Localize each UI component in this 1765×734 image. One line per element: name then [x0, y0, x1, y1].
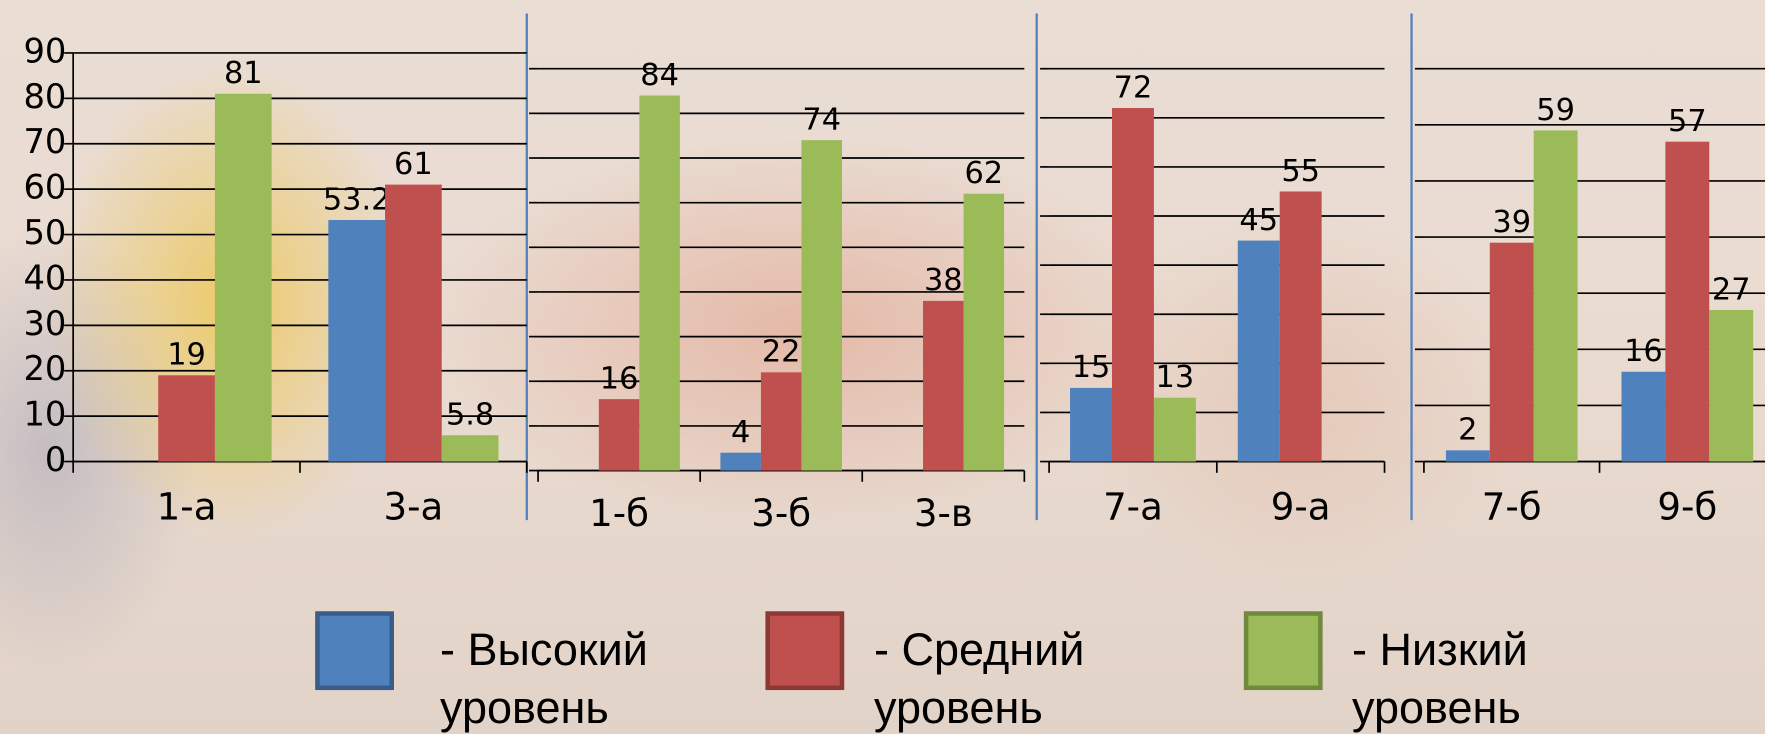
- data-label: 38: [924, 263, 963, 298]
- x-tick-label: 1-б: [589, 492, 649, 535]
- bar: [1280, 191, 1322, 461]
- x-tick-label: 3-в: [914, 492, 973, 535]
- y-tick-label: 40: [23, 258, 66, 297]
- y-tick-label: 60: [23, 168, 66, 207]
- data-label: 16: [600, 361, 639, 396]
- bar: [1621, 372, 1665, 462]
- y-tick-label: 30: [23, 304, 66, 343]
- x-tick-label: 7-а: [1103, 485, 1163, 528]
- data-label: 4: [731, 415, 750, 450]
- legend-label: - Низкий уровень: [1352, 621, 1572, 734]
- bar: [1490, 243, 1534, 462]
- bar: [720, 453, 761, 471]
- y-tick-label: 70: [23, 122, 66, 161]
- x-tick-label: 7-б: [1482, 485, 1542, 528]
- data-label: 13: [1156, 360, 1195, 395]
- data-label: 27: [1712, 272, 1751, 307]
- legend-swatch: [1246, 614, 1320, 688]
- bar: [1112, 108, 1154, 462]
- x-tick-label: 9-а: [1271, 485, 1331, 528]
- data-label: 15: [1072, 350, 1111, 385]
- x-tick-label: 3-б: [751, 492, 811, 535]
- data-label: 2: [1458, 413, 1477, 448]
- data-label: 53.2: [323, 182, 391, 217]
- bar: [328, 220, 385, 462]
- data-label: 72: [1114, 70, 1153, 105]
- y-tick-label: 90: [23, 31, 66, 70]
- x-tick-label: 3-а: [383, 485, 443, 528]
- bar: [964, 194, 1005, 471]
- slide: 0 10 20 30 40 50 60 70 80 90 1-а 19 81 3-а 53.261 5.8 1-…: [0, 0, 1765, 734]
- data-label: 74: [802, 103, 841, 138]
- bar: [639, 95, 680, 470]
- bar: [801, 140, 842, 470]
- data-label: 59: [1536, 93, 1575, 128]
- legend-label: - Высокий уровень: [440, 621, 660, 734]
- data-label: 61: [394, 147, 433, 182]
- bar: [1709, 310, 1753, 462]
- y-tick-label: 10: [23, 395, 66, 434]
- bar: [599, 399, 640, 470]
- bar: [1665, 142, 1709, 462]
- bar: [442, 435, 499, 461]
- bar: [923, 301, 964, 471]
- bar: [215, 94, 272, 462]
- data-label: 57: [1668, 104, 1707, 139]
- bar: [1070, 388, 1112, 462]
- y-tick-label: 50: [23, 213, 66, 252]
- bar: [385, 185, 442, 462]
- data-label: 55: [1281, 154, 1320, 189]
- bar: [761, 372, 802, 470]
- x-tick-label: 9-б: [1657, 485, 1717, 528]
- y-tick-label: 80: [23, 77, 66, 116]
- data-label: 84: [640, 58, 679, 93]
- data-label: 5.8: [446, 398, 494, 433]
- x-tick-label: 1-а: [157, 485, 217, 528]
- legend-label: - Средний уровень: [874, 621, 1094, 734]
- data-label: 81: [224, 56, 263, 91]
- data-label: 19: [167, 338, 206, 373]
- bar: [1154, 398, 1196, 462]
- data-label: 62: [964, 156, 1003, 191]
- data-label: 16: [1624, 334, 1663, 369]
- data-label: 39: [1492, 205, 1531, 240]
- legend-swatch: [768, 614, 842, 688]
- y-tick-label: 20: [23, 349, 66, 388]
- bar: [158, 375, 215, 461]
- data-label: 45: [1239, 203, 1278, 238]
- bar: [1534, 130, 1578, 461]
- bar: [1238, 241, 1280, 462]
- legend-swatch: [317, 614, 391, 688]
- data-label: 22: [762, 335, 801, 370]
- bar: [1446, 450, 1490, 461]
- y-tick-label: 0: [45, 440, 66, 479]
